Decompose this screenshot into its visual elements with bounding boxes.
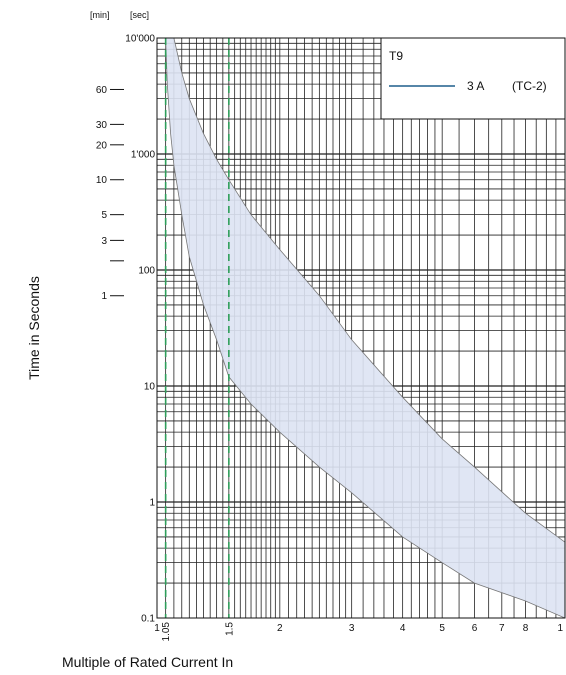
reference-lines bbox=[164, 38, 230, 618]
x-tick-label: 8 bbox=[523, 623, 529, 634]
y-tick-label: 10 bbox=[144, 382, 156, 393]
x-tick-label: 5 bbox=[439, 623, 445, 634]
x-axis-title: Multiple of Rated Current In bbox=[62, 654, 233, 670]
x-tick-label: 1.05 bbox=[161, 622, 172, 642]
x-tick-label: 6 bbox=[472, 623, 478, 634]
legend-entry-curve: (TC-2) bbox=[512, 79, 547, 93]
legend-box bbox=[380, 37, 566, 120]
y-tick-label: 0.1 bbox=[141, 614, 155, 625]
x-tick-label: 1 bbox=[154, 623, 160, 634]
x-tick-labels: 1 1.05 1.5 2 3 4 5 6 7 8 1 bbox=[154, 622, 563, 642]
y-tick-label: 1'000 bbox=[131, 150, 156, 161]
minute-tick-label: 20 bbox=[96, 140, 108, 151]
minute-tick-label: 10 bbox=[96, 175, 108, 186]
x-tick-label: 3 bbox=[349, 623, 355, 634]
trip-band-lower-edge bbox=[165, 38, 565, 618]
x-tick-label: 1.5 bbox=[224, 622, 235, 636]
y-axis-title: Time in Seconds bbox=[26, 276, 42, 380]
x-tick-label: 7 bbox=[499, 623, 505, 634]
minute-tick-label: 1 bbox=[101, 291, 107, 302]
x-tick-label: 1 bbox=[557, 623, 563, 634]
y-tick-label: 1 bbox=[149, 498, 155, 509]
x-tick-label: 4 bbox=[400, 623, 406, 634]
minute-tick-label: 3 bbox=[101, 236, 107, 247]
trip-band-upper-edge bbox=[173, 38, 565, 543]
legend-title: T9 bbox=[389, 49, 403, 63]
x-tick-label: 2 bbox=[277, 623, 283, 634]
minute-tick-label: 5 bbox=[101, 210, 107, 221]
trip-band bbox=[165, 38, 565, 618]
legend: T9 3 A (TC-2) bbox=[380, 37, 566, 120]
minute-tick-label: 60 bbox=[96, 85, 108, 96]
y-tick-labels: 0.1 1 10 100 1'000 10'000 bbox=[125, 34, 155, 625]
minute-scale: 60 30 20 10 5 3 1 bbox=[96, 85, 124, 302]
minute-tick-label: 30 bbox=[96, 120, 108, 131]
minute-unit-label: [min] bbox=[90, 10, 110, 20]
plot-frame bbox=[156, 37, 566, 619]
legend-entry-current: 3 A bbox=[467, 79, 484, 93]
y-tick-label: 100 bbox=[138, 266, 155, 277]
second-unit-label: [sec] bbox=[130, 10, 149, 20]
y-tick-label: 10'000 bbox=[125, 34, 155, 45]
